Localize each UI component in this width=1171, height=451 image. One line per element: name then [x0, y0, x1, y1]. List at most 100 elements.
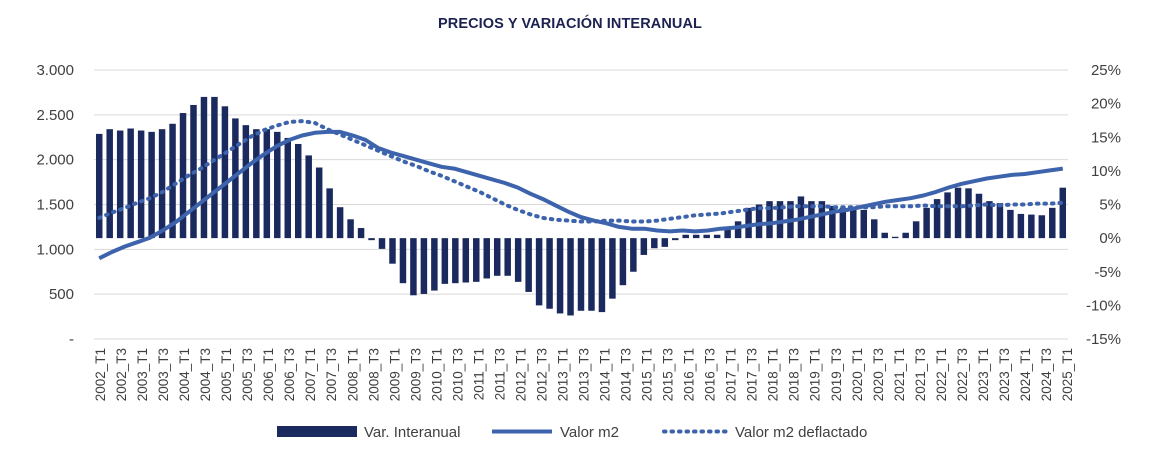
bar [514, 238, 522, 282]
x-tick-label: 2015_T3 [661, 348, 676, 401]
bar [535, 238, 543, 306]
bar [315, 167, 323, 239]
x-tick-label: 2021_T3 [913, 348, 928, 401]
x-tick-label: 2006_T3 [282, 348, 297, 401]
bar [242, 125, 250, 239]
bar [305, 155, 312, 239]
bar [996, 203, 1004, 239]
x-tick-label: 2007_T3 [324, 348, 339, 401]
bar [399, 238, 407, 284]
legend-bar-swatch [277, 426, 357, 437]
bar [912, 221, 920, 239]
x-tick-label: 2021_T1 [892, 348, 907, 401]
bar [326, 188, 333, 239]
bar [891, 236, 899, 239]
x-tick-label: 2020_T1 [850, 348, 865, 401]
x-tick-label: 2003_T1 [135, 348, 150, 401]
bar [462, 238, 470, 283]
bar [1017, 213, 1025, 239]
y-right-tick-label: 15% [1091, 129, 1121, 146]
bar [410, 238, 417, 296]
x-tick-label: 2003_T3 [156, 348, 171, 401]
y-left-tick-label: 2.500 [36, 107, 74, 124]
x-tick-label: 2008_T3 [366, 348, 381, 401]
x-tick-label: 2016_T3 [703, 348, 718, 401]
x-tick-label: 2005_T1 [219, 348, 234, 401]
x-tick-label: 2019_T1 [808, 348, 823, 401]
bar [692, 234, 700, 239]
x-tick-label: 2015_T1 [640, 348, 655, 401]
series-line-valor-m2 [98, 129, 1064, 261]
x-tick-label: 2006_T1 [261, 348, 276, 401]
x-tick-label: 2018_T3 [787, 348, 802, 401]
bar [127, 128, 134, 239]
bar [609, 238, 616, 299]
bar-series-var-interanual [95, 96, 1067, 316]
bar [1028, 214, 1035, 239]
bar [839, 207, 847, 239]
bar [829, 205, 836, 239]
x-tick-label: 2014_T1 [598, 348, 613, 401]
bar [148, 131, 155, 239]
y-right-tick-label: -5% [1094, 264, 1121, 281]
x-tick-label: 2019_T3 [829, 348, 844, 401]
x-tick-label: 2011_T3 [492, 348, 507, 400]
bar [483, 238, 490, 279]
bar [745, 207, 752, 239]
bar [336, 207, 344, 239]
x-tick-label: 2014_T3 [619, 348, 634, 401]
bar [975, 193, 983, 239]
bar [577, 238, 585, 311]
x-tick-label: 2016_T1 [682, 348, 697, 401]
bar [493, 238, 501, 276]
legend-label-bars: Var. Interanual [364, 424, 460, 441]
x-tick-label: 2002_T1 [93, 348, 108, 401]
bar [116, 130, 124, 239]
bar [420, 238, 428, 294]
x-tick-label: 2022_T1 [934, 348, 949, 401]
y-left-tick-label: 3.000 [36, 62, 74, 79]
bar [504, 238, 511, 276]
bar [169, 123, 176, 239]
bar [703, 234, 710, 239]
bar [253, 129, 260, 239]
x-tick-label: 2009_T3 [408, 348, 423, 401]
chart-title: PRECIOS Y VARIACIÓN INTERANUAL [437, 16, 703, 32]
y-axis-right: -15% -10% -5% 0% 5% 10% 15% 20% 25% [1086, 62, 1121, 348]
y-right-tick-label: 5% [1099, 197, 1121, 214]
bar [954, 187, 962, 239]
bar [284, 137, 291, 239]
bar [158, 129, 166, 239]
bar [755, 204, 763, 239]
legend-label-dotted: Valor m2 deflactado [735, 424, 867, 441]
bar [923, 207, 930, 239]
x-tick-label: 2004_T3 [198, 348, 213, 401]
bar [724, 228, 731, 239]
bar [860, 209, 868, 239]
bar [672, 238, 679, 241]
y-right-tick-label: 25% [1091, 62, 1121, 79]
series-line-valor-m2-deflactado [97, 119, 1065, 224]
bar [525, 238, 532, 292]
bar [818, 201, 826, 239]
bar [473, 238, 480, 282]
bar [389, 238, 396, 264]
y-left-tick-label: - [69, 331, 74, 348]
x-tick-label: 2023_T1 [976, 348, 991, 401]
bar [263, 129, 271, 239]
x-tick-label: 2012_T1 [513, 348, 528, 401]
bar [1059, 187, 1067, 239]
y-axis-left: - 500 1.000 1.500 2.000 2.500 3.000 [36, 62, 74, 348]
bar [661, 238, 669, 247]
bar [965, 188, 972, 239]
bar [871, 219, 878, 239]
x-tick-label: 2024_T3 [1039, 348, 1054, 401]
bar [357, 228, 365, 239]
bar [137, 130, 145, 239]
bar [944, 192, 951, 239]
bar [933, 199, 941, 239]
x-tick-label: 2004_T1 [177, 348, 192, 401]
x-tick-label: 2017_T3 [745, 348, 760, 401]
bar [850, 207, 857, 239]
